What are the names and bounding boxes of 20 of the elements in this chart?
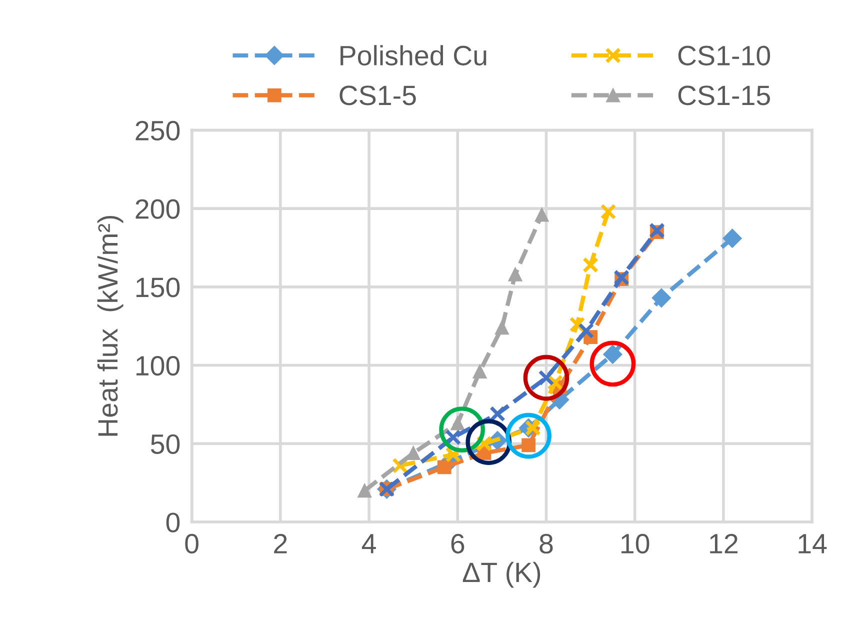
legend-label: CS1-10 bbox=[678, 46, 770, 66]
y-tick-label: 0 bbox=[166, 512, 180, 532]
x-tick-label: 2 bbox=[274, 534, 287, 554]
x-axis-title: ΔT (K) bbox=[462, 562, 540, 588]
x-tick-label: 0 bbox=[185, 534, 198, 554]
y-tick-label: 150 bbox=[136, 278, 180, 298]
y-tick-label: 250 bbox=[136, 120, 180, 141]
y-tick-label: 200 bbox=[136, 199, 180, 219]
y-tick-label: 50 bbox=[150, 434, 180, 454]
legend-label: CS1-15 bbox=[678, 86, 770, 106]
y-axis-title: Heat flux (kW/m²) bbox=[97, 216, 124, 436]
legend-label: CS1-5 bbox=[340, 86, 416, 106]
x-tick-label: 8 bbox=[540, 534, 553, 554]
x-tick-label: 4 bbox=[362, 534, 376, 554]
x-tick-label: 12 bbox=[710, 534, 738, 554]
y-tick-label: 100 bbox=[136, 356, 180, 376]
x-tick-label: 10 bbox=[622, 534, 650, 554]
legend-label: Polished Cu bbox=[340, 45, 486, 66]
x-tick-label: 14 bbox=[798, 534, 827, 554]
x-tick-label: 6 bbox=[451, 534, 464, 554]
